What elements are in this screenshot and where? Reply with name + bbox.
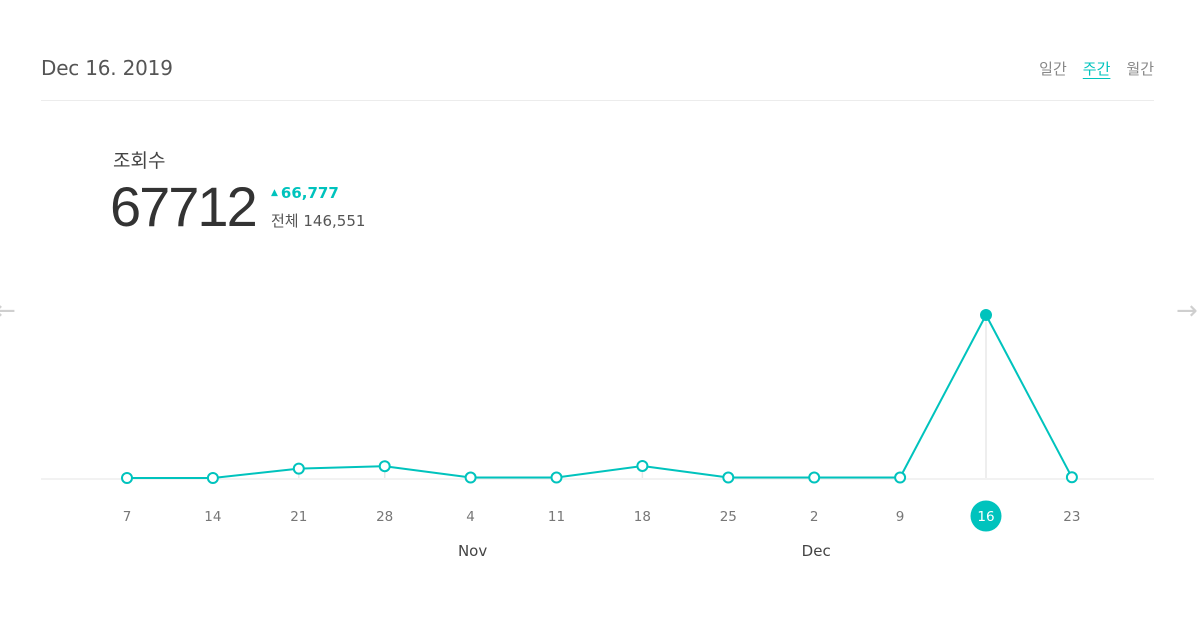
data-point [121, 472, 133, 484]
arrow-right-icon[interactable]: → [1176, 296, 1198, 326]
metric-total: 전체 146,551 [271, 210, 365, 231]
metric-total-label: 전체 [271, 212, 299, 230]
data-point-selected [980, 309, 992, 321]
x-tick-label: 23 [1063, 509, 1080, 525]
metric-value: 67712 [110, 175, 258, 238]
triangle-up-icon: ▲ [271, 188, 278, 198]
metric-delta-value: 66,777 [280, 184, 339, 202]
x-tick-label: 4 [466, 509, 475, 525]
month-label: Dec [802, 542, 831, 560]
data-point [206, 472, 219, 484]
metric-delta: ▲ 66,777 [271, 184, 339, 202]
x-tick-label: 28 [376, 509, 393, 525]
period-tabs: 일간 주간 월간 [1039, 58, 1154, 79]
metric-total-value: 146,551 [303, 212, 366, 230]
x-tick-label: 7 [123, 509, 132, 525]
tab-monthly[interactable]: 월간 [1126, 60, 1154, 78]
series-line [127, 314, 1073, 479]
data-point [636, 459, 649, 472]
x-tick-label: 2 [810, 509, 819, 525]
data-point [464, 471, 477, 484]
x-tick-label: 21 [290, 509, 307, 525]
data-point [722, 471, 735, 484]
arrow-left-icon[interactable]: ← [0, 296, 16, 326]
x-tick-label: 14 [204, 509, 221, 525]
data-point [550, 471, 563, 484]
x-tick-label: 9 [896, 509, 905, 525]
x-tick-label: 25 [720, 509, 737, 525]
x-tick-label: 16 [977, 509, 994, 525]
header: Dec 16. 2019 일간 주간 월간 [41, 0, 1154, 101]
data-point [292, 462, 305, 475]
metric-label: 조회수 [113, 150, 166, 172]
tab-daily[interactable]: 일간 [1039, 60, 1067, 78]
month-label: Nov [458, 542, 487, 560]
data-point [1065, 471, 1078, 484]
x-tick-label: 18 [634, 509, 651, 525]
selected-tick-highlight [970, 500, 1002, 532]
data-point [894, 471, 907, 484]
x-tick-label: 11 [548, 509, 565, 525]
date-label: Dec 16. 2019 [41, 56, 173, 80]
data-point [808, 471, 821, 484]
tab-weekly[interactable]: 주간 [1082, 60, 1111, 78]
data-point [378, 460, 391, 473]
